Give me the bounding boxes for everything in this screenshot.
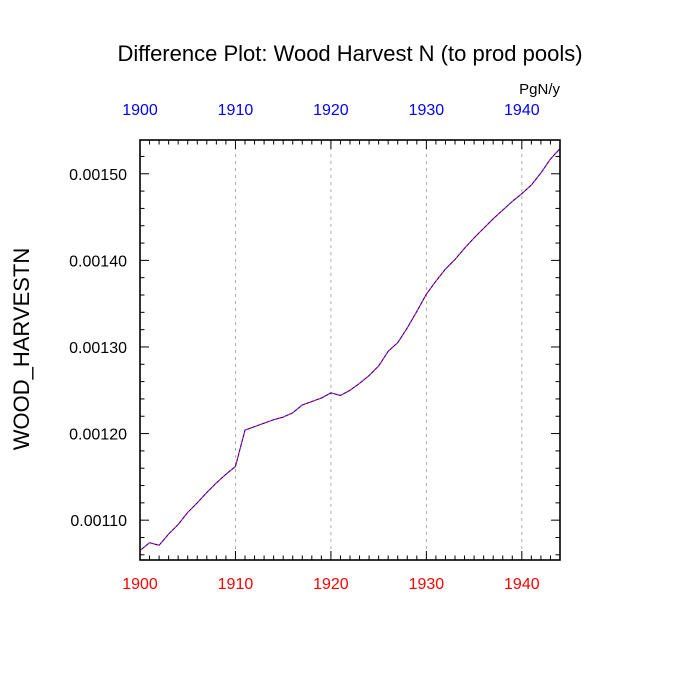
x-tick-label-top: 1920: [313, 102, 349, 119]
y-tick-label: 0.00110: [70, 513, 127, 530]
series-layer: [139, 148, 561, 551]
y-tick-label: 0.00120: [69, 427, 127, 444]
units-label: PgN/y: [519, 81, 560, 98]
x-tick-label-top: 1940: [504, 102, 540, 119]
y-axis-label: WOOD_HARVESTN: [9, 248, 34, 451]
chart-title: Difference Plot: Wood Harvest N (to prod…: [117, 41, 582, 66]
x-tick-label-top: 1910: [218, 102, 254, 119]
y-tick-label: 0.00140: [69, 253, 127, 270]
x-tick-label-bottom: 1930: [409, 576, 445, 593]
y-tick-label: 0.00130: [69, 340, 127, 357]
plot-frame: [139, 139, 561, 561]
series-line-2: [139, 148, 561, 551]
x-tick-label-bottom: 1940: [504, 576, 540, 593]
x-tick-label-top: 1900: [122, 102, 158, 119]
grid-lines: [235, 140, 523, 560]
series-line-1: [139, 148, 561, 551]
x-tick-label-bottom: 1910: [218, 576, 254, 593]
y-tick-label: 0.00150: [69, 167, 127, 184]
x-tick-label-bottom: 1900: [122, 576, 158, 593]
x-tick-label-top: 1930: [409, 102, 445, 119]
tick-labels: 0.00110 0.00120 0.00130 0.00140 0.00150 1900 1…: [69, 102, 540, 593]
x-tick-label-bottom: 1920: [313, 576, 349, 593]
